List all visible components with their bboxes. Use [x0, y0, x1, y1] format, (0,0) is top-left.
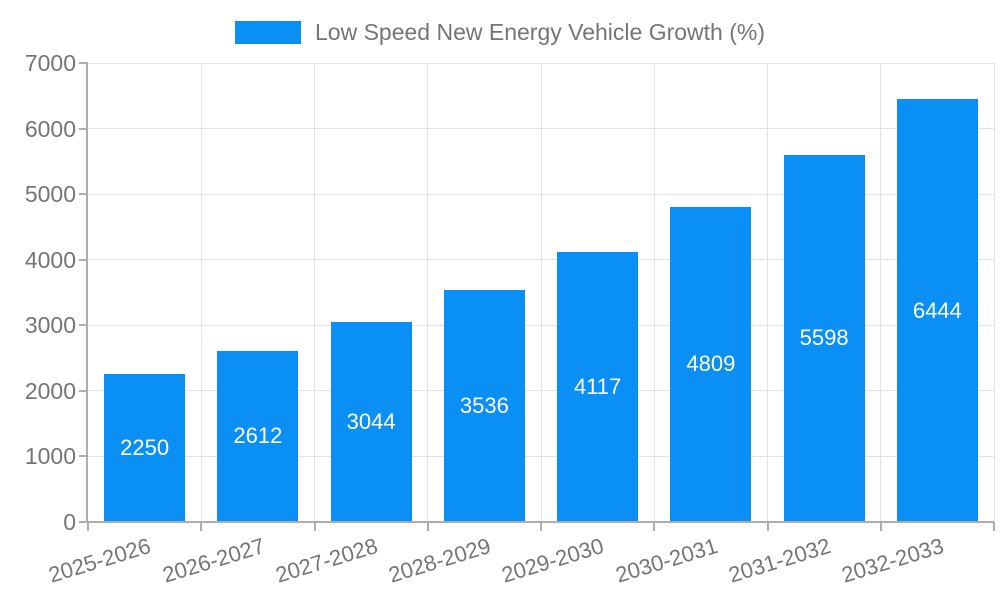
bar[interactable] [217, 350, 299, 522]
bar[interactable] [557, 252, 639, 522]
x-tick-label: 2028-2029 [385, 533, 494, 588]
y-tick [79, 521, 88, 523]
x-tick-label: 2031-2032 [725, 533, 834, 588]
x-tick-label: 2025-2026 [46, 533, 154, 588]
y-tick-label: 5000 [24, 181, 76, 208]
x-tick [426, 522, 429, 531]
y-tick-label: 1000 [24, 443, 76, 470]
x-tick [200, 522, 203, 531]
x-tick [993, 522, 995, 531]
y-tick [79, 324, 88, 327]
bar-value-label: 2250 [120, 435, 170, 461]
x-tick-label: 2030-2031 [612, 533, 721, 588]
y-tick [79, 389, 88, 392]
bar-value-label: 6444 [912, 297, 962, 323]
bar-value-label: 3044 [346, 409, 396, 435]
x-tick [766, 522, 769, 531]
gridline-v [880, 63, 882, 522]
y-tick-label: 7000 [24, 50, 76, 76]
y-tick-label: 6000 [24, 115, 76, 142]
x-tick [540, 522, 542, 531]
bar[interactable] [896, 99, 978, 522]
y-tick [79, 127, 88, 130]
gridline-v [314, 63, 315, 522]
x-tick-label: 2029-2030 [499, 533, 607, 588]
y-tick [79, 258, 88, 261]
x-tick-label: 2032-2033 [838, 533, 947, 588]
y-tick [79, 62, 88, 64]
bar[interactable] [104, 374, 186, 522]
gridline-v [653, 63, 655, 522]
legend[interactable]: Low Speed New Energy Vehicle Growth (%) [0, 18, 1000, 46]
gridline-v [993, 63, 995, 522]
legend-swatch [235, 20, 301, 44]
x-axis-line [88, 521, 994, 523]
y-tick-label: 4000 [24, 246, 76, 273]
gridline-v [540, 63, 542, 522]
gridline-v [200, 63, 202, 522]
y-tick-label: 0 [63, 509, 76, 535]
bar[interactable] [443, 290, 525, 522]
y-tick [79, 455, 88, 458]
x-tick [879, 522, 882, 531]
legend-label: Low Speed New Energy Vehicle Growth (%) [315, 18, 765, 45]
bar[interactable] [670, 206, 752, 522]
bar-value-label: 3536 [459, 393, 509, 419]
bar-value-label: 4809 [686, 351, 736, 377]
y-tick-label: 2000 [24, 377, 76, 404]
y-tick-label: 3000 [24, 312, 76, 339]
y-tick [79, 193, 88, 196]
x-tick [653, 522, 656, 531]
x-tick-label: 2026-2027 [159, 533, 268, 588]
x-tick [87, 522, 89, 531]
gridline-v [767, 63, 768, 522]
x-tick [313, 522, 316, 531]
x-tick-label: 2027-2028 [272, 533, 381, 588]
bar-value-label: 2612 [233, 423, 283, 449]
bar[interactable] [330, 322, 412, 522]
bar-value-label: 5598 [799, 325, 849, 351]
bar[interactable] [783, 154, 865, 522]
bar-value-label: 4117 [573, 374, 622, 400]
gridline-v [427, 63, 429, 522]
y-axis-line [86, 63, 88, 522]
